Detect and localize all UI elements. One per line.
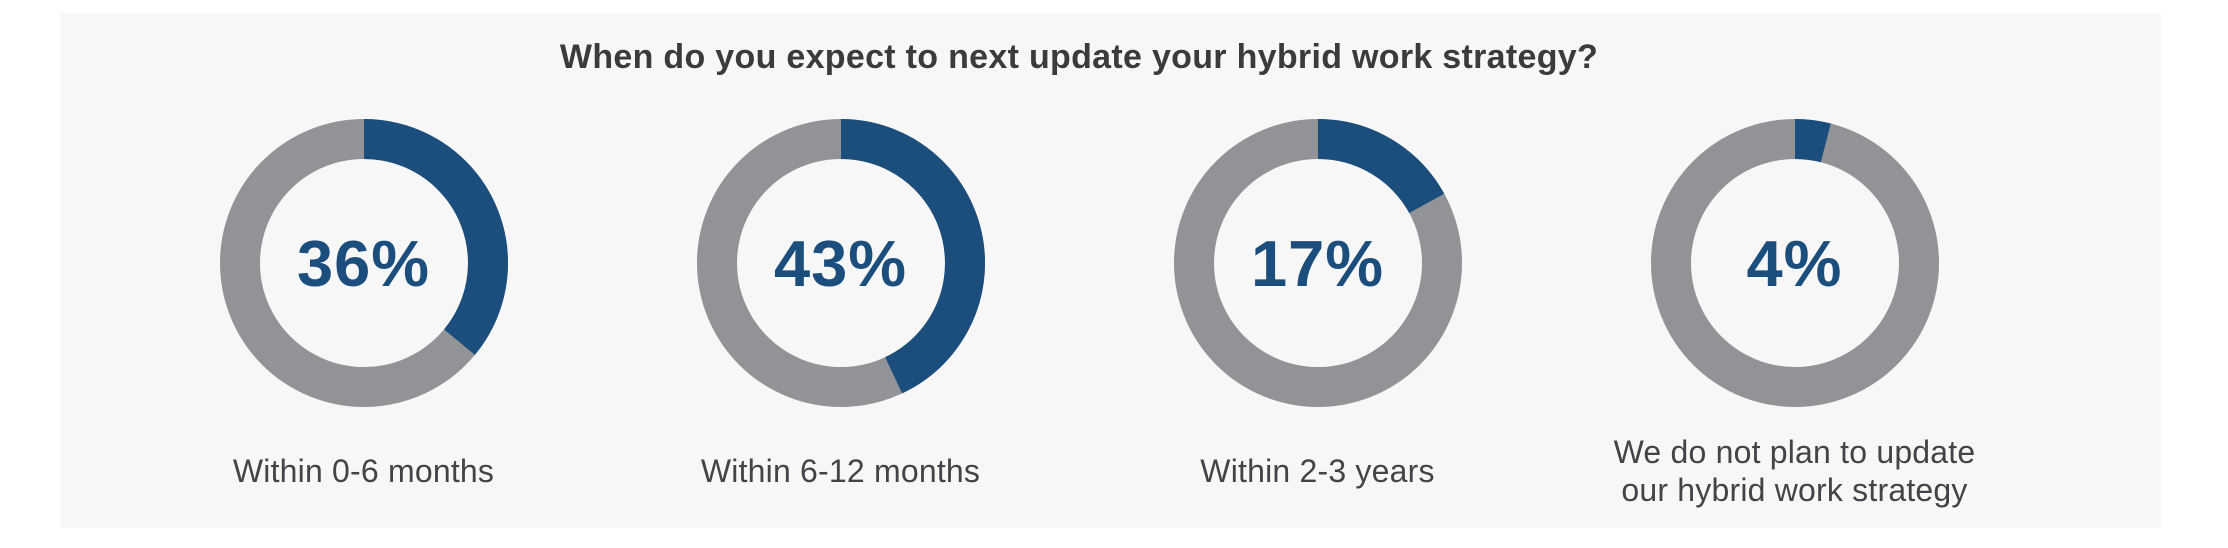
chart-title: When do you expect to next update your h… [559,38,1599,76]
donut-percent-label: 43% [773,226,908,300]
donut-chart: 43% [696,119,985,407]
donut-category-line: Within 0-6 months [232,453,495,489]
donut-ring [1173,119,1462,407]
donut-value-arc [1650,119,1939,407]
donut-item: 4% We do not plan to update our hybrid wor… [1556,119,2033,509]
donut-value-arc [1173,119,1462,407]
donut-row: 36% Within 0-6 months 43% Within 6-12 month… [125,119,2033,509]
donut-chart: 17% [1173,119,1462,407]
donut-ring [696,119,985,407]
donut-percent-label: 4% [1746,226,1843,300]
donut-category-label: Within 2-3 years [1200,433,1434,509]
donut-category-label: Within 0-6 months [233,433,494,509]
chart-panel: When do you expect to next update your h… [60,13,2161,528]
donut-percent-label: 17% [1250,226,1385,300]
donut-category-line: Within 6-12 months [700,453,981,489]
donut-item: 43% Within 6-12 months [602,119,1079,509]
donut-category-line: Within 2-3 years [1200,453,1435,489]
donut-percent-label: 36% [296,226,431,300]
donut-category-line: our hybrid work strategy [1621,472,1968,508]
donut-ring [219,119,508,407]
donut-value-arc [219,119,508,407]
donut-chart: 4% [1650,119,1939,407]
donut-item: 17% Within 2-3 years [1079,119,1556,509]
donut-chart: 36% [219,119,508,407]
donut-category-label: Within 6-12 months [701,433,980,509]
donut-ring [1650,119,1939,407]
donut-value-arc [696,119,985,407]
chart-content: When do you expect to next update your h… [125,37,2033,509]
donut-category-line: We do not plan to update [1613,434,1976,470]
donut-item: 36% Within 0-6 months [125,119,602,509]
donut-category-label: We do not plan to update our hybrid work … [1614,433,1976,509]
